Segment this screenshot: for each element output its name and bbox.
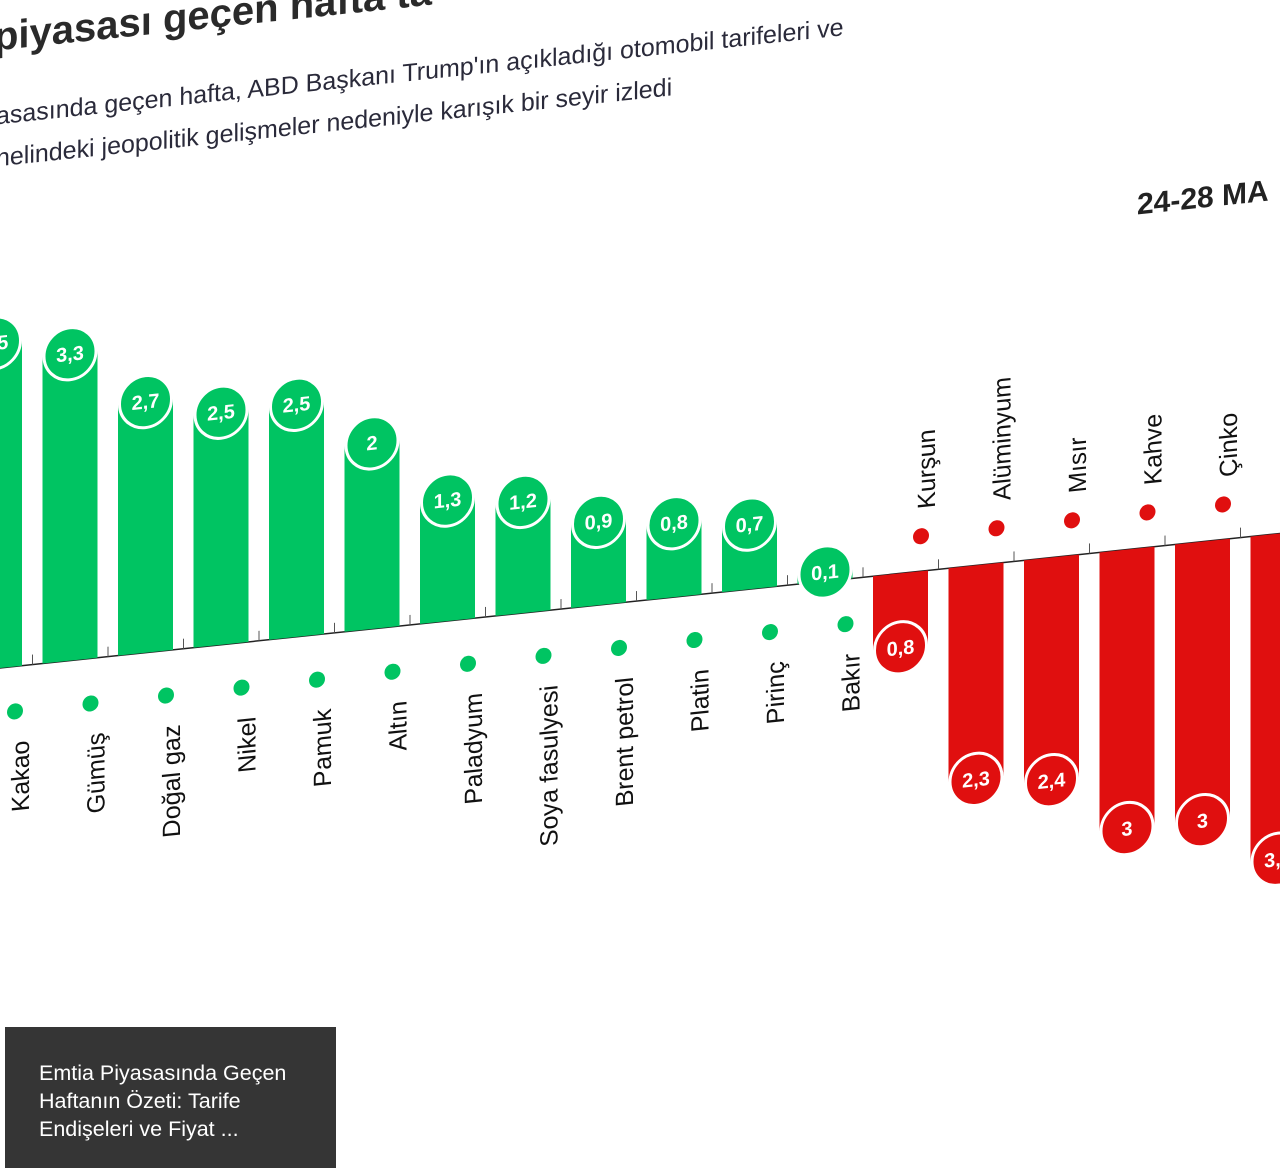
article-caption[interactable]: Emtia Piyasasında Geçen Haftanın Özeti: … [5, 1027, 336, 1168]
bar-14 [1024, 554, 1079, 784]
bars: 3,5 Kakao 3,3 Gümüş 2,7 Doğal gaz 2,5 Nikel 2,5 P… [0, 315, 1280, 887]
bar-7 [495, 498, 551, 616]
category-label: Kahve [1140, 412, 1168, 486]
value-label: 1,2 [509, 490, 537, 515]
category-label: Nikel [234, 716, 262, 774]
value-circle [873, 620, 928, 676]
value-circle [1024, 753, 1079, 809]
bar-0 [0, 340, 22, 672]
category-label: Gümüş [83, 731, 111, 814]
cocoa-icon [7, 703, 23, 720]
metal-nuggets-icon [233, 679, 250, 696]
metal-nuggets-icon [988, 520, 1005, 537]
value-circle [269, 376, 324, 432]
value-label: 1,3 [434, 489, 462, 514]
metal-nuggets-icon [686, 631, 703, 649]
value-label: 0,8 [887, 636, 915, 661]
value-label: 0,7 [736, 513, 764, 538]
bar-1 [42, 350, 98, 664]
value-label: 3,5 [1264, 848, 1280, 873]
value-label: 2,4 [1038, 769, 1067, 794]
category-label: Pamuk [309, 707, 337, 788]
value-circle [1175, 792, 1230, 849]
bar-4 [269, 401, 324, 640]
cotton-icon [309, 671, 325, 688]
baseline [0, 531, 1280, 670]
category-label: Bakır [838, 652, 866, 713]
value-label: 2,3 [962, 768, 990, 793]
category-label: Doğal gaz [158, 723, 186, 838]
value-circle [495, 473, 551, 530]
value-circle [1099, 800, 1155, 857]
value-label: 0,8 [660, 511, 688, 536]
metal-nuggets-icon [384, 663, 401, 680]
headline: piyasası geçen hafta ta [0, 0, 433, 60]
bar-15 [1099, 546, 1155, 832]
category-label: Çinko [1215, 411, 1243, 478]
value-circle [646, 495, 702, 551]
category-label: Platin [687, 668, 715, 733]
value-label: 3,3 [56, 342, 84, 367]
value-label: 0,9 [585, 510, 613, 535]
value-label: 0,1 [811, 561, 839, 586]
category-label: Altın [385, 700, 413, 753]
category-label: Kurşun [913, 428, 941, 510]
bar-13 [948, 562, 1004, 783]
value-label: 2,5 [283, 393, 311, 418]
value-circle [948, 751, 1004, 807]
caption-line-1: Emtia Piyasasında Geçen [39, 1061, 287, 1085]
metal-nuggets-icon [82, 695, 99, 712]
bar-6 [420, 497, 475, 624]
bar-3 [193, 409, 249, 648]
bar-5 [344, 440, 400, 632]
value-circle [118, 373, 173, 430]
rice-sack-icon [762, 624, 778, 641]
oil-barrel-icon [611, 639, 627, 656]
value-label: 3 [1197, 810, 1208, 833]
category-label: Soya fasulyesi [536, 684, 564, 848]
bar-16 [1175, 538, 1230, 824]
metal-nuggets-icon [460, 655, 476, 672]
bar-17 [1250, 530, 1280, 863]
value-circle [344, 415, 400, 471]
bar-2 [118, 398, 173, 656]
metal-nuggets-icon [837, 616, 854, 633]
category-label: Paladyum [460, 692, 488, 806]
corn-icon [1064, 512, 1080, 529]
category-label: Kakao [7, 739, 35, 813]
value-label: 3 [1121, 818, 1132, 841]
value-circle [42, 326, 98, 382]
category-label: Alüminyum [989, 376, 1017, 502]
value-label: 2,5 [207, 401, 235, 426]
date-range: 24-28 MA [1137, 175, 1269, 222]
coffee-bean-icon [1139, 504, 1156, 521]
category-label: Brent petrol [611, 676, 639, 808]
value-circle [571, 493, 626, 550]
category-label: Mısır [1064, 436, 1092, 494]
soybean-icon [535, 647, 552, 664]
metal-nuggets-icon [1215, 496, 1231, 513]
value-circle [722, 496, 777, 552]
value-label: 3,5 [0, 332, 8, 357]
value-circle [797, 544, 853, 600]
metal-nuggets-icon [913, 528, 929, 545]
caption-line-2: Haftanın Özeti: Tarife [39, 1089, 241, 1113]
value-label: 2,7 [132, 390, 160, 415]
category-label: Pirinç [762, 660, 790, 725]
value-circle [193, 384, 249, 440]
value-label: 2 [366, 432, 377, 455]
gas-flame-icon [158, 687, 174, 704]
caption-line-3: Endişeleri ve Fiyat ... [39, 1117, 239, 1141]
value-circle [0, 315, 22, 371]
value-circle [420, 472, 475, 528]
value-circle [1250, 831, 1280, 887]
